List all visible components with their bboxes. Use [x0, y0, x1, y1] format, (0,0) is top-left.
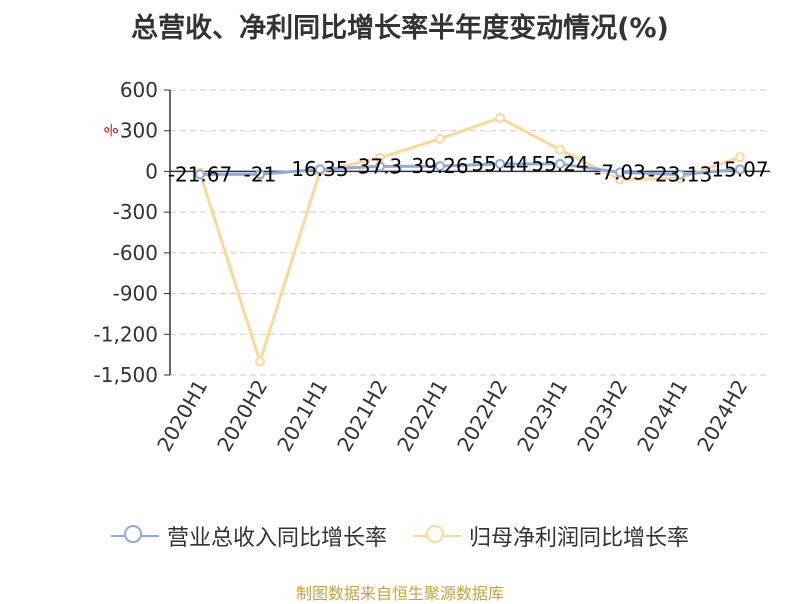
data-point-revenue	[255, 169, 265, 180]
y-tick-label: -300	[113, 200, 158, 224]
legend-label-revenue: 营业总收入同比增长率	[166, 526, 387, 551]
y-tick-label: -1,500	[94, 363, 158, 387]
data-label-revenue: 15.07	[711, 157, 768, 181]
data-label-revenue: -7.03	[594, 160, 646, 184]
y-tick-label: 300	[120, 119, 158, 143]
data-label-revenue: 16.35	[291, 157, 348, 181]
x-tick-label: 2022H1	[392, 376, 452, 456]
data-label-revenue: -21.67	[168, 162, 232, 186]
legend: 营业总收入同比增长率 归母净利润同比增长率	[0, 520, 800, 552]
data-point-revenue	[195, 169, 205, 180]
x-tick-label: 2024H2	[692, 376, 752, 456]
legend-label-profit: 归母净利润同比增长率	[469, 526, 690, 551]
x-tick-label: 2024H1	[632, 376, 692, 456]
y-tick-label: -1,200	[94, 322, 158, 346]
series-line-profit	[198, 116, 741, 363]
data-point-revenue	[735, 164, 745, 175]
data-source-note: 制图数据来自恒生聚源数据库	[295, 584, 504, 603]
legend-item-revenue[interactable]: 营业总收入同比增长率	[110, 520, 387, 552]
series-lines	[195, 112, 745, 367]
data-point-revenue	[495, 158, 505, 169]
data-point-profit	[495, 112, 505, 123]
x-tick-label: 2021H1	[272, 376, 332, 456]
series-line-revenue	[199, 162, 741, 177]
data-point-profit	[255, 356, 265, 367]
legend-item-profit[interactable]: 归母净利润同比增长率	[413, 520, 689, 552]
data-point-revenue	[615, 167, 625, 178]
data-point-revenue	[315, 164, 325, 175]
x-tick-label: 2023H2	[572, 376, 632, 456]
x-tick-label: 2022H2	[452, 376, 512, 456]
data-label-revenue: -23.13	[648, 163, 712, 187]
x-tick-label: 2020H2	[212, 376, 272, 456]
legend-swatch-profit	[413, 524, 461, 548]
data-point-revenue	[555, 158, 565, 169]
y-tick-label: -600	[113, 241, 158, 265]
chart-title: 总营收、净利同比增长率半年度变动情况(%)	[131, 13, 669, 44]
y-tick-label: 600	[120, 78, 158, 102]
data-label-revenue: 39.26	[411, 154, 468, 178]
y-axis-unit-label: %	[102, 121, 122, 142]
data-labels: -21.67 -21 16.35 37.3 39.26 55.44 55.24 -7.03 -2…	[168, 152, 769, 187]
y-tick-label: -900	[113, 282, 158, 306]
grid-lines	[170, 89, 770, 376]
x-tick-label: 2023H1	[512, 376, 572, 456]
x-tick-label: 2021H2	[332, 376, 392, 456]
x-tick-label: 2020H1	[152, 376, 212, 456]
data-label-revenue: 37.3	[358, 154, 403, 178]
legend-swatch-revenue	[110, 524, 159, 548]
data-point-profit	[435, 133, 445, 144]
data-label-revenue: -21	[244, 162, 277, 186]
data-point-revenue	[375, 161, 385, 172]
data-label-revenue: 55.44	[471, 152, 528, 176]
data-point-profit	[735, 152, 745, 163]
data-point-revenue	[435, 161, 445, 172]
data-point-revenue	[675, 169, 685, 180]
data-label-revenue: 55.24	[531, 152, 588, 176]
data-point-profit	[555, 144, 565, 155]
y-tick-label: 0	[145, 159, 158, 183]
